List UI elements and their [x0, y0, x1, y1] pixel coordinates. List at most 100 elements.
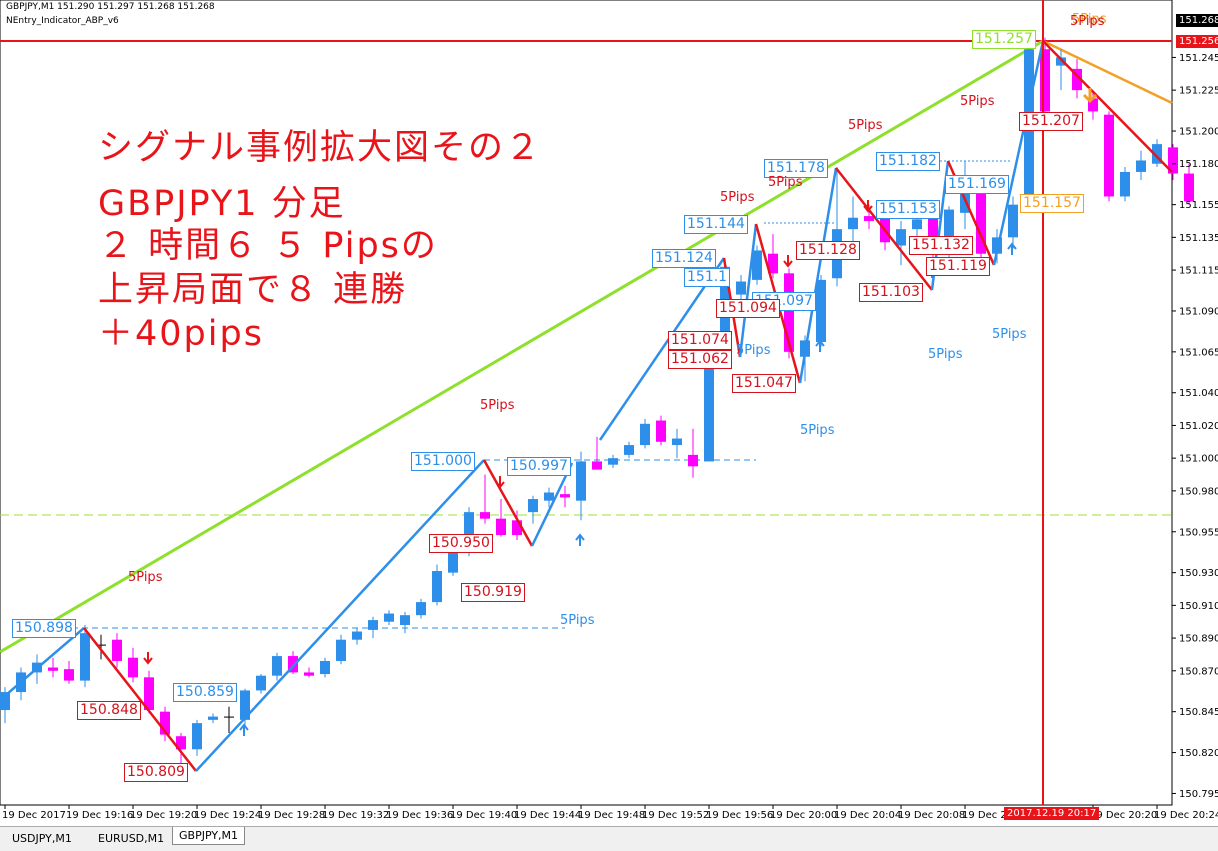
trend-line [1042, 39, 1173, 105]
buy-arrow [815, 339, 825, 352]
price-label: 151.062 [668, 350, 732, 369]
pips-label: 5Pips [720, 190, 755, 205]
x-tick-label: 19 Dec 19:48 [578, 810, 645, 821]
candle-body [640, 423, 650, 446]
buy-arrow [1007, 242, 1017, 255]
candle-body [192, 723, 202, 750]
candle-body [496, 518, 506, 536]
candle-body [912, 219, 922, 230]
x-tick-label: 19 Dec 20 [962, 810, 1013, 821]
annotation-line: GBPJPY1 分足 [98, 184, 346, 224]
pips-label: 5Pips [928, 347, 963, 362]
tab[interactable]: GBPJPY,M1 [172, 827, 246, 845]
x-tick-label: 19 Dec 2017 [2, 810, 66, 821]
zigzag-up [738, 223, 758, 358]
pips-label: 5Pips [480, 398, 515, 413]
tab[interactable]: EURUSD,M1 [98, 832, 165, 845]
candle-body [1088, 98, 1098, 112]
price-label: 151.128 [796, 241, 860, 260]
candle-body [1152, 144, 1162, 164]
current-price-label: 151.268 [1176, 14, 1218, 27]
candle-body [784, 273, 794, 352]
pips-label: 5Pips [128, 570, 163, 585]
y-tick-label: 151.000 [1179, 454, 1218, 465]
candle-body [352, 631, 362, 640]
candle-body [1040, 49, 1050, 112]
candle-body [320, 660, 330, 675]
zigzag-down [83, 627, 197, 772]
price-label: 151.257 [972, 30, 1036, 49]
candle-body [400, 615, 410, 625]
y-tick-label: 151.155 [1179, 200, 1218, 211]
candle-body [80, 633, 90, 681]
candle-body [432, 571, 442, 603]
candle-body [1008, 204, 1018, 238]
x-tick-label: 19 Dec 20:04 [834, 810, 901, 821]
price-label: 151.178 [764, 159, 828, 178]
y-tick-label: 151.200 [1179, 127, 1218, 138]
annotation-title: シグナル事例拡大図その２ [98, 128, 543, 168]
price-label: 151.207 [1019, 112, 1083, 131]
candle-body [1104, 114, 1114, 197]
price-label: 150.997 [507, 457, 571, 476]
trend-line [0, 39, 1044, 654]
candle-body [64, 669, 74, 681]
price-label: 151.144 [684, 215, 748, 234]
line-price-label: 151.256 [1176, 35, 1218, 48]
annotation-line: 上昇局面で８ 連勝 [98, 270, 408, 310]
pips-label: 5Pips [800, 423, 835, 438]
price-label: 151.1 [684, 268, 731, 287]
zigzag-up [798, 167, 838, 384]
price-label: 151.074 [668, 331, 732, 350]
candle-body [480, 512, 490, 519]
x-tick-label: 19 Dec 20:24 [1154, 810, 1218, 821]
price-label: 151.132 [909, 236, 973, 255]
candle-body [544, 492, 554, 501]
price-label: 150.848 [77, 701, 141, 720]
indicator-name: NEntry_Indicator_ABP_v6 [6, 16, 119, 26]
candle-body [1072, 68, 1082, 91]
candle-body [816, 279, 826, 343]
price-label: 151.094 [716, 299, 780, 318]
y-tick-label: 151.115 [1179, 266, 1218, 277]
candle-body [448, 551, 458, 573]
tab[interactable]: USDJPY,M1 [12, 832, 72, 845]
sell-arrow [495, 476, 505, 489]
candle-body [96, 644, 106, 646]
candle-body [976, 183, 986, 254]
candle-body [112, 639, 122, 661]
y-tick-label: 150.980 [1179, 486, 1218, 497]
x-tick-label: 19 Dec 19:20 [130, 810, 197, 821]
zigzag-down [835, 167, 933, 291]
y-tick-label: 150.890 [1179, 634, 1218, 645]
candle-body [688, 454, 698, 467]
y-tick-label: 151.225 [1179, 86, 1218, 97]
price-label: 150.809 [124, 763, 188, 782]
price-label: 151.153 [876, 200, 940, 219]
y-tick-label: 150.845 [1179, 707, 1218, 718]
x-tick-label: 19 Dec 19:28 [258, 810, 325, 821]
candle-body [1056, 57, 1066, 66]
y-tick-label: 150.955 [1179, 527, 1218, 538]
pips-label: 5Pips [960, 94, 995, 109]
sell-arrow [863, 200, 873, 213]
candle-body [384, 613, 394, 622]
price-label: 151.000 [411, 452, 475, 471]
candle-body [512, 520, 522, 536]
tab-bar: USDJPY,M1 EURUSD,M1 GBPJPY,M1 [0, 826, 1218, 851]
candle-body [864, 216, 874, 221]
pips-label: 5Pips [560, 613, 595, 628]
zigzag-up [992, 40, 1045, 266]
candle-body [1136, 160, 1146, 172]
pips-label: 5Pips [848, 118, 883, 133]
sell-arrow [1082, 88, 1098, 104]
x-tick-label: 19 Dec 19:24 [194, 810, 261, 821]
pips-label: 5Pips [1070, 14, 1105, 29]
y-tick-label: 151.040 [1179, 388, 1218, 399]
price-label: 151.124 [652, 249, 716, 268]
price-label: 150.919 [461, 583, 525, 602]
buy-arrow [575, 533, 585, 546]
candle-body [144, 677, 154, 711]
